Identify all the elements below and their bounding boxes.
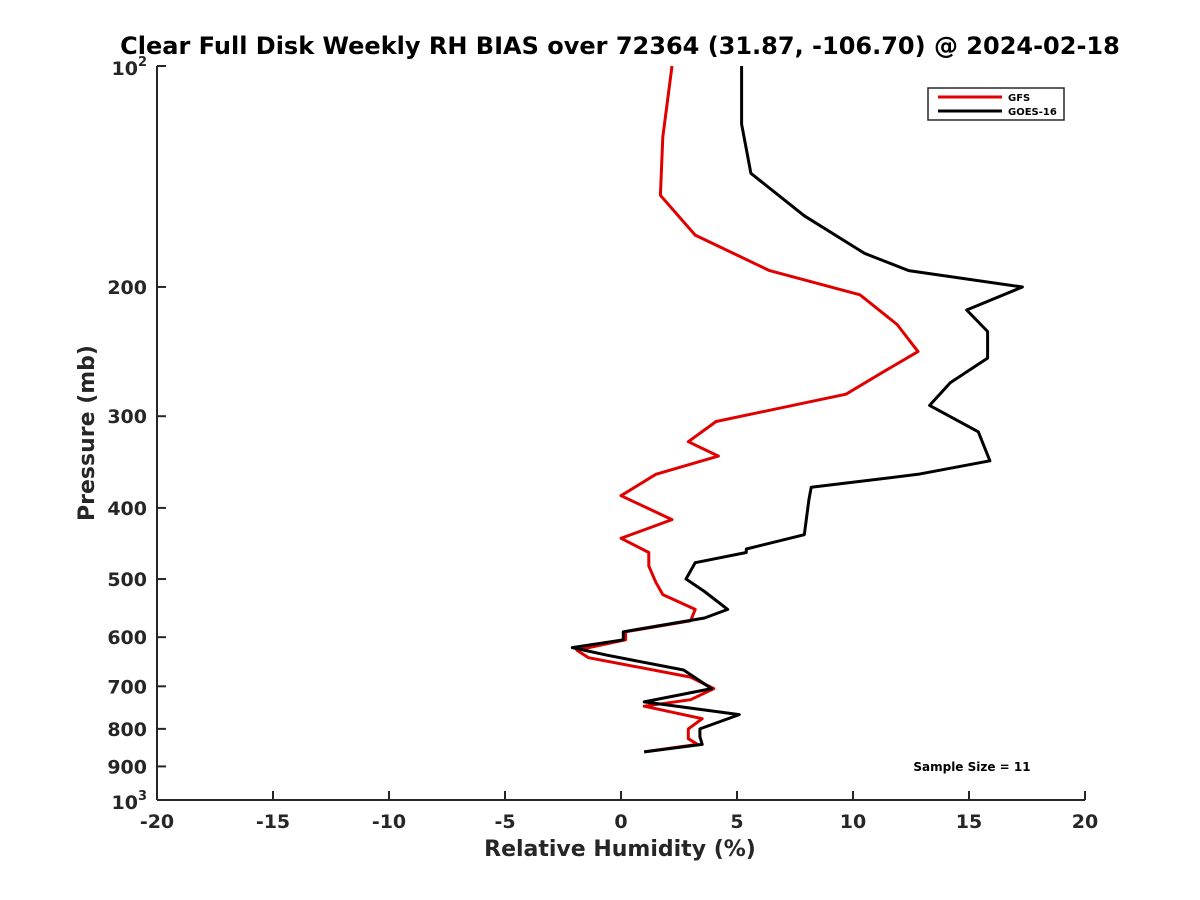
x-tick-label: 20	[1072, 811, 1098, 833]
chart-title: Clear Full Disk Weekly RH BIAS over 7236…	[120, 32, 1120, 60]
x-tick-label: 15	[956, 811, 982, 833]
y-tick-label: 200	[107, 277, 147, 299]
y-axis-label: Pressure (mb)	[75, 345, 100, 521]
y-tick-label: 103	[112, 789, 148, 814]
x-tick-label: -10	[372, 811, 406, 833]
x-tick-label: 5	[730, 811, 743, 833]
series-line-goes-16	[570, 66, 1024, 754]
y-tick-label: 300	[107, 406, 147, 428]
plot-area: -20 -15 -10 -5 0 5 10 15 20 102 200 300 400 500 600 700…	[107, 55, 1098, 833]
y-tick-label: 600	[107, 627, 147, 649]
y-tick-label: 102	[112, 55, 148, 80]
legend: GFS GOES-16	[927, 87, 1065, 121]
x-tick-label: 10	[840, 811, 866, 833]
x-tick-label: -5	[494, 811, 515, 833]
x-axis-label: Relative Humidity (%)	[484, 837, 756, 862]
x-tick-label: -15	[256, 811, 290, 833]
legend-box	[927, 87, 1065, 121]
y-tick-label: 800	[107, 719, 147, 741]
legend-label: GOES-16	[1008, 107, 1057, 118]
legend-label: GFS	[1008, 93, 1030, 104]
y-tick-label: 900	[107, 756, 147, 778]
y-tick-label: 500	[107, 569, 147, 591]
series-line-gfs	[575, 65, 920, 754]
sample-size-annotation: Sample Size = 11	[913, 760, 1030, 774]
y-tick-label: 700	[107, 676, 147, 698]
x-tick-label: -20	[140, 811, 174, 833]
x-tick-label: 0	[614, 811, 627, 833]
y-tick-label: 400	[107, 498, 147, 520]
